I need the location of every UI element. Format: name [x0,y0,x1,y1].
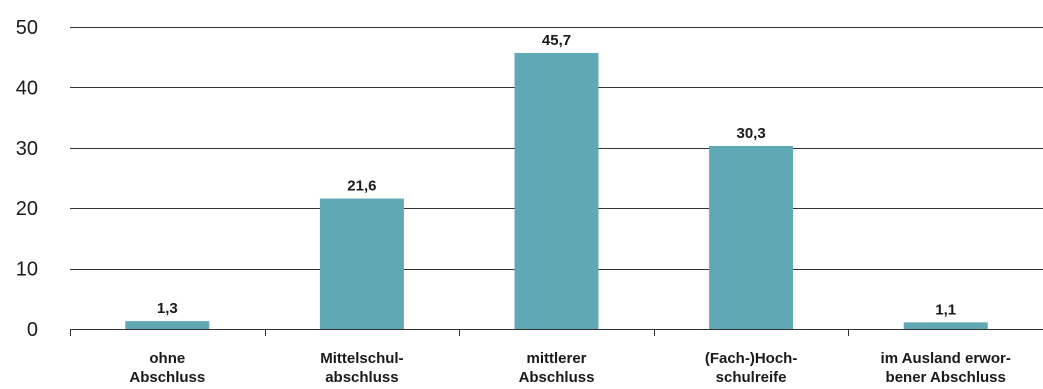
bars [125,52,988,330]
data-label: 45,7 [542,32,571,49]
bar [709,145,794,329]
data-label: 1,3 [157,300,178,317]
y-tick-label: 10 [16,259,38,281]
y-tick-label: 50 [16,17,38,39]
y-tick-label: 0 [27,319,38,341]
x-tick-label: im Ausland erwor-bener Abschluss [881,350,1011,386]
y-axis-ticks: 0 10 20 30 40 50 [16,17,38,341]
data-label: 30,3 [736,125,765,142]
x-tick-label: (Fach-)Hoch-schulreife [705,350,798,386]
data-labels: 1,3 21,6 45,7 30,3 1,1 [157,32,956,318]
bar [903,322,988,329]
bar [125,321,210,329]
bar [319,198,404,329]
x-axis: ohne Abschluss Mittelschul-abschluss mittle… [70,329,1043,386]
data-label: 21,6 [347,178,376,195]
x-tick-label: Mittelschul-abschluss [320,350,403,386]
data-label: 1,1 [935,301,956,318]
y-tick-label: 40 [16,77,38,99]
x-tick-label: ohne Abschluss [129,350,205,386]
y-tick-label: 30 [16,138,38,160]
y-tick-label: 20 [16,198,38,220]
bar [514,52,599,330]
x-tick-label: mittlerer Abschluss [519,350,595,386]
